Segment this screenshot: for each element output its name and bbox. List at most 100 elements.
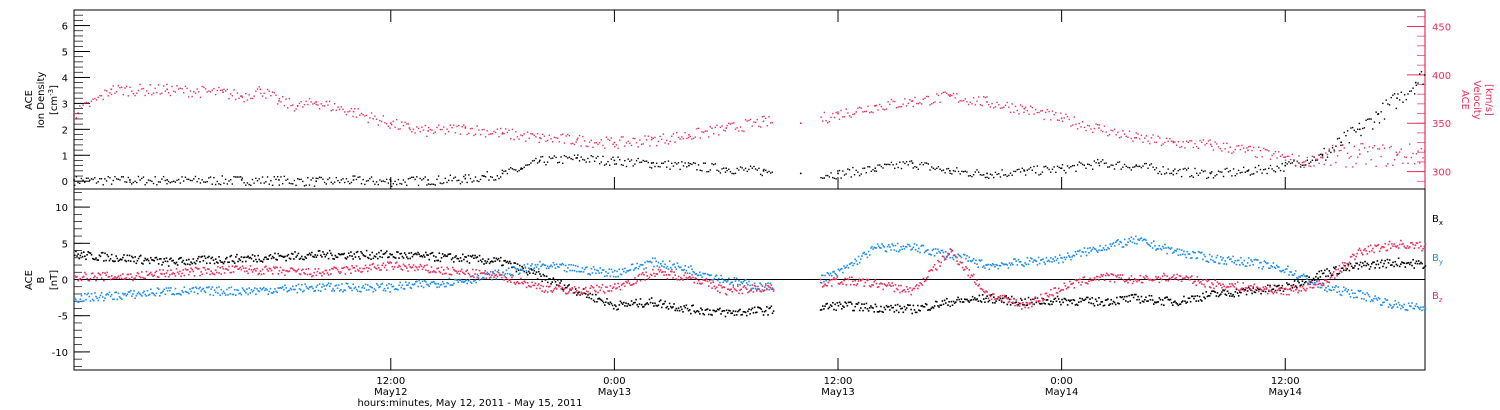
data-point [1354,265,1356,267]
data-point [752,312,755,314]
data-point [1066,165,1069,167]
data-point [685,269,688,272]
data-point [1423,266,1426,269]
data-point [660,162,663,164]
data-point [238,292,240,295]
data-point [283,269,285,272]
data-point [90,272,93,275]
data-point [589,273,592,276]
data-point [555,288,558,290]
data-point [1271,288,1274,291]
data-point [709,279,711,282]
data-point [106,292,109,295]
data-point [677,265,680,268]
data-point [872,169,874,171]
data-point [1097,251,1099,253]
data-point [958,254,960,257]
data-point [754,287,757,290]
data-point [288,97,291,100]
data-point [190,267,192,270]
data-point [1288,161,1290,163]
data-point [313,102,316,104]
data-point [894,304,897,306]
data-point [460,281,463,283]
data-point [659,263,662,265]
data-point [1051,261,1053,263]
data-point [890,249,892,251]
data-point [142,263,144,265]
data-point [1357,289,1360,292]
data-point [679,168,681,171]
data-point [1143,163,1146,165]
data-point [306,253,309,256]
data-point [1075,303,1078,306]
data-point [249,256,252,259]
data-point [838,301,841,304]
data-point [96,259,98,261]
data-point [1004,104,1007,106]
data-point [442,269,445,271]
data-point [235,294,237,297]
data-point [764,309,767,312]
data-point [309,286,312,288]
data-point [166,269,169,272]
data-point [335,267,338,270]
data-point [1358,153,1361,155]
data-point [847,267,850,269]
data-point [1340,141,1342,144]
data-point [536,278,539,280]
data-point [343,252,346,255]
data-point [941,92,943,95]
data-point [1137,295,1139,298]
data-point [97,181,99,183]
data-point [942,169,945,171]
data-point [1166,296,1168,298]
data-point [415,252,417,255]
data-point [1397,257,1400,260]
data-point [450,258,453,261]
data-point [660,306,663,309]
data-point [476,180,478,182]
data-point [419,130,421,133]
data-point [858,309,861,312]
data-point [251,254,254,256]
data-point [988,299,991,302]
data-point [1417,150,1419,152]
data-point [751,125,753,127]
data-point [924,279,927,282]
data-point [950,249,953,251]
data-point [858,174,861,177]
data-point [1329,272,1332,274]
data-point [135,294,138,297]
data-point [591,286,594,288]
y-tick-label: 5 [62,48,68,59]
data-point [1394,299,1397,302]
data-point [554,286,557,289]
data-point [1388,303,1391,306]
data-point [1306,275,1308,277]
data-point [298,258,301,261]
data-point [1410,261,1412,264]
data-point [1303,166,1305,169]
data-point [871,284,873,286]
data-point [1143,298,1146,301]
data-point [391,253,394,256]
data-point [1282,269,1285,272]
data-point [904,245,907,248]
data-point [341,283,343,285]
data-point [1012,301,1014,304]
data-point [1387,103,1389,105]
data-point [558,266,560,268]
data-point [1401,305,1403,307]
data-point [884,308,887,311]
data-point [1050,171,1052,173]
data-point [496,258,499,261]
data-point [952,258,955,261]
data-point [724,315,727,318]
data-point [247,255,249,258]
data-point [923,280,926,283]
data-point [1026,302,1029,304]
data-point [75,298,77,301]
data-point [165,272,168,274]
data-point [531,281,533,284]
